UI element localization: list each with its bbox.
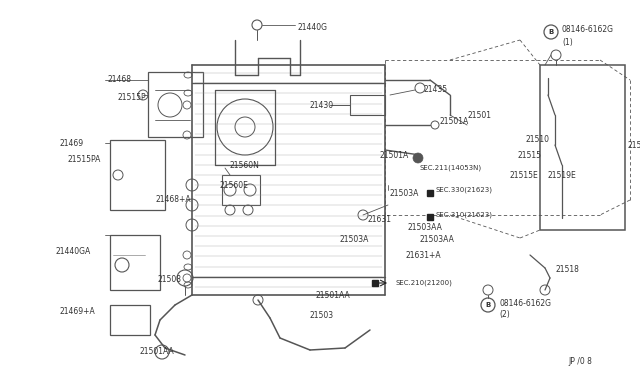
Text: B: B	[548, 29, 554, 35]
Text: 21508: 21508	[158, 276, 182, 285]
Text: 21501A: 21501A	[380, 151, 409, 160]
Text: 21503AA: 21503AA	[408, 224, 443, 232]
Text: 21503A: 21503A	[390, 189, 419, 198]
Text: 21515E: 21515E	[510, 170, 539, 180]
Text: 21631: 21631	[368, 215, 392, 224]
Bar	[350, 95, 385, 115]
Text: 21469: 21469	[60, 138, 84, 148]
Bar	[148, 72, 203, 137]
Text: 08146-6162G: 08146-6162G	[562, 26, 614, 35]
Text: 21516: 21516	[628, 141, 640, 150]
Text: 21503A: 21503A	[340, 235, 369, 244]
Bar	[222, 175, 260, 205]
Text: B: B	[485, 302, 491, 308]
Text: 21515PA: 21515PA	[68, 155, 101, 164]
Text: (1): (1)	[562, 38, 573, 46]
Text: JP /0 8: JP /0 8	[568, 357, 592, 366]
Circle shape	[413, 153, 423, 163]
Text: 21501AA: 21501AA	[315, 292, 349, 301]
Text: 21440GA: 21440GA	[55, 247, 90, 257]
Text: 21503: 21503	[310, 311, 334, 320]
Text: 21435: 21435	[423, 86, 447, 94]
Text: SEC.330(21623): SEC.330(21623)	[435, 187, 492, 193]
Text: 21501A: 21501A	[440, 118, 469, 126]
Text: 21631+A: 21631+A	[405, 250, 440, 260]
Text: 21468: 21468	[108, 76, 132, 84]
Text: 21503AA: 21503AA	[420, 235, 455, 244]
Text: 21430: 21430	[310, 100, 334, 109]
Text: 21468+A: 21468+A	[155, 196, 191, 205]
Text: 21501AA: 21501AA	[140, 347, 175, 356]
Text: 21501: 21501	[468, 110, 492, 119]
Text: 21510: 21510	[526, 135, 550, 144]
Text: 21469+A: 21469+A	[60, 308, 96, 317]
Text: SEC.211(14053N): SEC.211(14053N)	[420, 165, 482, 171]
Text: SEC.210(21200): SEC.210(21200)	[395, 280, 452, 286]
Bar	[110, 235, 160, 290]
Text: 21560E: 21560E	[220, 180, 249, 189]
Text: 21560N: 21560N	[230, 160, 260, 170]
Text: 21515: 21515	[518, 151, 542, 160]
Text: 21518: 21518	[555, 266, 579, 275]
Text: 08146-6162G: 08146-6162G	[499, 298, 551, 308]
Text: 21519E: 21519E	[548, 170, 577, 180]
Text: (2): (2)	[499, 311, 509, 320]
Text: 21515P: 21515P	[118, 93, 147, 103]
Text: SEC.310(21623): SEC.310(21623)	[435, 212, 492, 218]
Bar	[540, 65, 625, 230]
Text: 21440G: 21440G	[298, 23, 328, 32]
Bar	[110, 305, 150, 335]
Bar	[110, 140, 165, 210]
